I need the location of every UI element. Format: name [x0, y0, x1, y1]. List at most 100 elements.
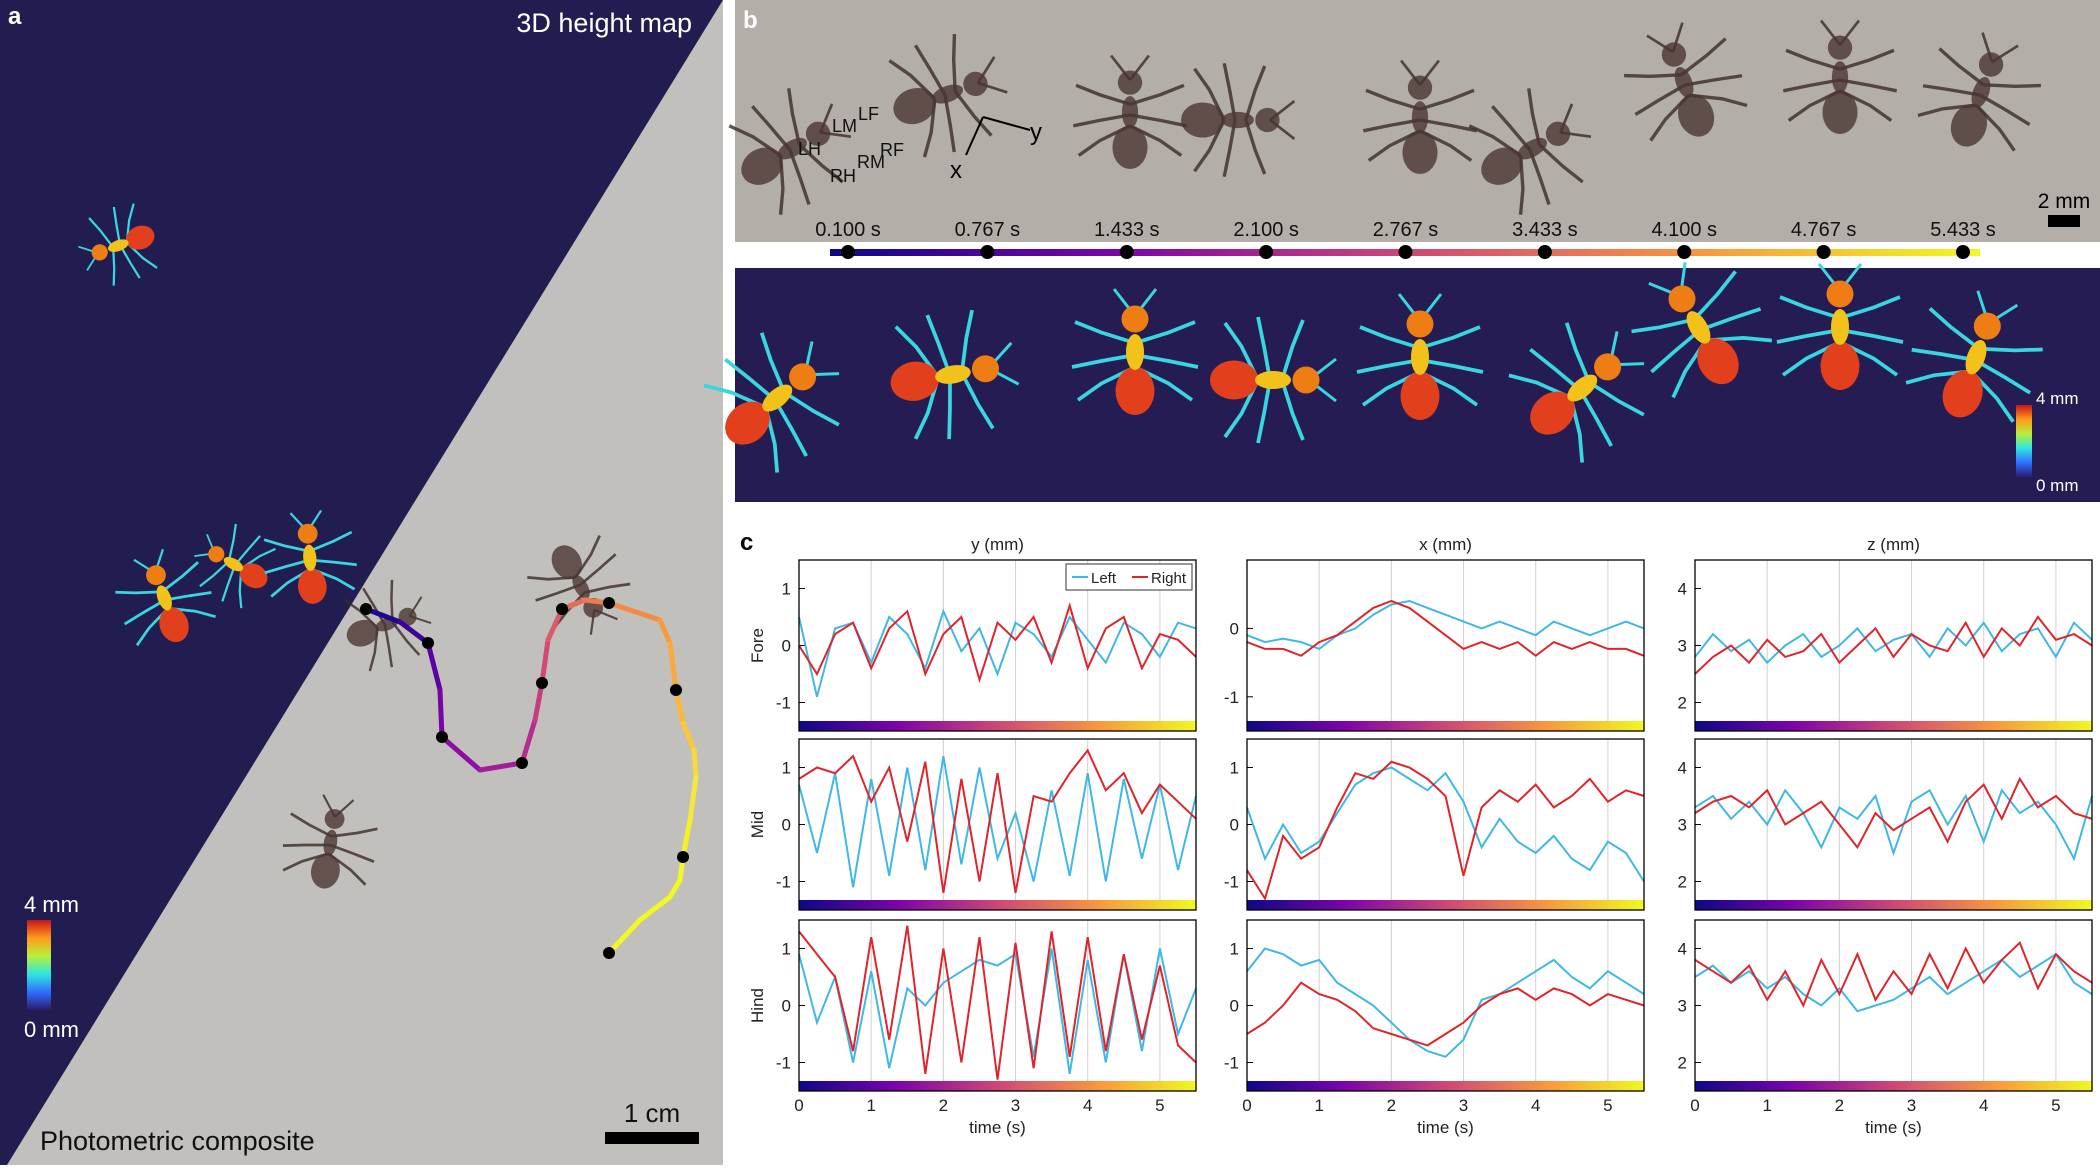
ant-gaster: [126, 225, 155, 250]
time-colorbar: [799, 721, 1196, 731]
ant-gaster: [1822, 90, 1858, 135]
ant-thorax: [1686, 311, 1711, 344]
chart-title: z (mm): [1867, 535, 1920, 554]
ant-gaster: [159, 607, 189, 643]
x-tick-label: 4: [1531, 1096, 1540, 1115]
trajectory-dot: [516, 757, 528, 769]
ant: [1624, 22, 1748, 142]
ant-leg: [773, 399, 808, 457]
ant-head: [208, 546, 225, 563]
leg-label: RH: [830, 166, 856, 186]
ant-leg: [1979, 346, 2043, 353]
y-tick-label: 3: [1678, 816, 1687, 835]
ant-leg: [264, 558, 311, 575]
ant-leg: [535, 583, 581, 602]
ant-leg: [1244, 65, 1267, 121]
x-axis-label: time (s): [969, 1118, 1026, 1137]
y-tick-label: -1: [1224, 873, 1239, 892]
ant-leg: [925, 314, 952, 376]
x-tick-label: 5: [2051, 1096, 2060, 1115]
ant-leg: [759, 332, 786, 394]
x-axis-label: time (s): [1417, 1118, 1474, 1137]
ant-leg: [1974, 358, 2032, 395]
y-tick-label: 4: [1678, 940, 1687, 959]
ant-leg: [947, 374, 952, 440]
ants-panel-b: [703, 19, 2043, 473]
ant-leg: [787, 88, 801, 145]
ant: [282, 794, 378, 889]
ant-thorax: [1411, 101, 1429, 134]
ant-leg: [1491, 105, 1532, 152]
legend-label: Left: [1091, 570, 1117, 587]
ant-gaster: [1115, 367, 1155, 415]
series-line: [798, 925, 1197, 1080]
trajectory-dot: [436, 731, 448, 743]
ant-leg: [1938, 47, 1985, 87]
time-label: 0.767 s: [955, 219, 1021, 241]
ant-thorax: [1965, 339, 1987, 375]
ant: [1508, 322, 1645, 463]
ant-head: [1973, 312, 2001, 340]
y-tick-label: 1: [782, 580, 791, 599]
ant-gaster: [1402, 130, 1438, 175]
x-tick-label: 1: [866, 1096, 875, 1115]
leg-label: RF: [880, 140, 904, 160]
y-axis-label: Hind: [748, 988, 767, 1023]
leg-label: LF: [858, 104, 879, 124]
ant: [1210, 316, 1337, 444]
ant-leg: [951, 34, 957, 92]
y-tick-label: -1: [776, 1054, 791, 1073]
ant: [1631, 262, 1773, 399]
ant-leg: [1782, 78, 1841, 93]
ant-thorax: [1255, 371, 1291, 389]
ant-leg: [953, 90, 993, 137]
ant-leg: [1839, 78, 1898, 93]
plot-frame: [1246, 919, 1645, 1092]
time-label: 3.433 s: [1512, 219, 1578, 241]
ant-leg: [1538, 143, 1584, 184]
ant-head: [789, 363, 817, 391]
ant-thorax: [935, 365, 971, 384]
ant-gaster: [1697, 338, 1739, 385]
chart-title: y (mm): [971, 535, 1024, 554]
trajectory-segment: [691, 747, 699, 780]
ant-leg: [1222, 62, 1237, 121]
ant-thorax: [932, 84, 964, 104]
x-tick-label: 5: [1603, 1096, 1612, 1115]
plot-frame: [1246, 559, 1645, 732]
scale-bar: [605, 1132, 699, 1144]
ant-leg: [234, 535, 261, 566]
axis-label: x: [950, 157, 962, 184]
ant-leg: [1839, 295, 1901, 320]
time-dot: [1398, 245, 1413, 259]
y-tick-label: 0: [1230, 816, 1239, 835]
ant-leg: [1071, 353, 1136, 369]
series-line: [1246, 760, 1645, 902]
ant-gaster: [311, 853, 340, 889]
ant-gaster: [725, 401, 770, 445]
ant-leg: [1528, 149, 1551, 206]
ant-thorax: [1831, 309, 1849, 345]
ant-leg: [1365, 88, 1421, 111]
ant-head: [1594, 353, 1622, 381]
ant-leg: [88, 217, 115, 249]
plot-area: [1695, 560, 2092, 731]
time-dot: [1816, 245, 1831, 259]
charts: -1 0 1 y (mm) Fore Left Right -1 0 x (mm) 2 3 4 z (mm…: [748, 535, 2093, 1137]
ant-leg: [263, 538, 310, 553]
y-tick-label: -1: [1224, 1054, 1239, 1073]
y-tick-label: -1: [1224, 688, 1239, 707]
ant-leg: [1588, 380, 1645, 417]
y-tick-label: 1: [1230, 759, 1239, 778]
x-axis-label: time (s): [1865, 1118, 1922, 1137]
y-tick-label: 0: [782, 816, 791, 835]
series-line: [1694, 952, 2093, 1013]
ant: [1362, 59, 1478, 175]
ant-leg: [584, 582, 631, 594]
time-colorbar: [1247, 900, 1644, 910]
ant-leg: [914, 44, 947, 96]
ant-leg: [308, 530, 353, 553]
time-dot: [1956, 245, 1970, 259]
ant-leg: [1578, 389, 1613, 447]
ant-gaster: [1942, 370, 1983, 418]
